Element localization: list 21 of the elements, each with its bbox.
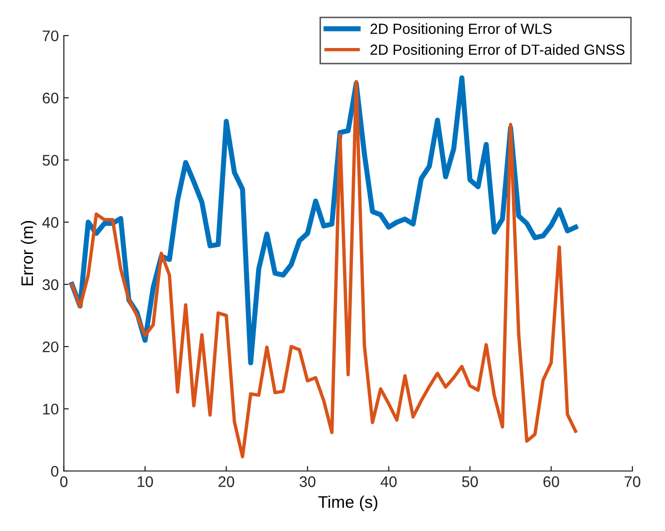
x-axis-title: Time (s) [318, 496, 378, 512]
legend-label: 2D Positioning Error of DT-aided GNSS [370, 44, 624, 58]
y-tick-label: 10 [43, 404, 58, 414]
x-tick-label: 10 [138, 476, 153, 488]
y-tick-label: 60 [42, 92, 58, 104]
y-tick-label: 40 [42, 217, 58, 228]
y-tick-label: 70 [42, 30, 58, 42]
y-tick-label: 20 [42, 341, 58, 352]
y-tick-label: 30 [42, 279, 58, 290]
legend-label: 2D Positioning Error of WLS [370, 23, 552, 37]
x-tick-label: 60 [543, 476, 560, 488]
x-tick-label: 30 [300, 476, 316, 488]
x-tick-label: 0 [60, 476, 68, 488]
x-tick-label: 20 [218, 476, 234, 488]
y-tick-label: 50 [42, 154, 58, 166]
x-tick-label: 40 [380, 476, 397, 488]
y-axis-title: Error (m) [20, 220, 36, 286]
x-tick-label: 50 [462, 476, 478, 488]
y-tick-label: 0 [51, 466, 58, 477]
line-series [70, 80, 578, 458]
x-tick-label: 70 [624, 476, 640, 488]
